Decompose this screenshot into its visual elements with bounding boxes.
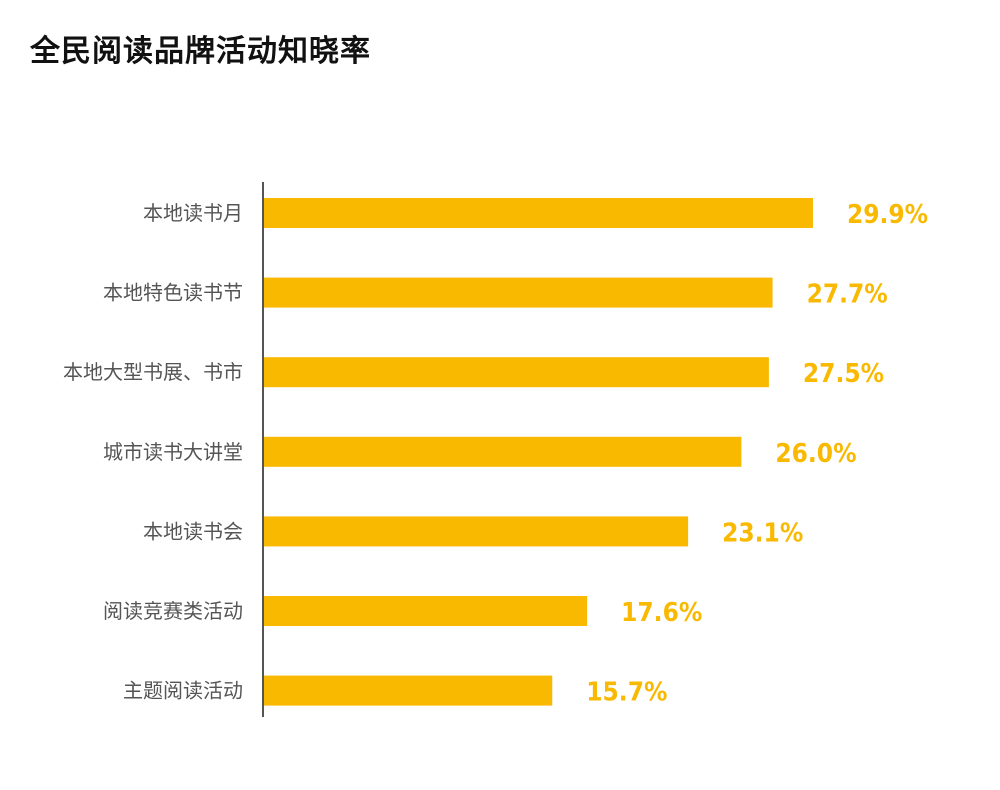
bar (264, 277, 773, 308)
chart-title: 全民阅读品牌活动知晓率 (30, 34, 371, 69)
value-label: 27.5% (803, 359, 884, 389)
value-label: 23.1% (722, 518, 803, 548)
category-label: 本地特色读书节 (103, 281, 243, 305)
bar (264, 516, 689, 547)
category-label: 本地大型书展、书市 (63, 360, 243, 384)
bar (264, 357, 769, 388)
value-label: 29.9% (847, 200, 928, 230)
chart-marks: 本地读书月 29.9% 本地特色读书节 27.7% 本地大型书展、书市 27.5% 城市读书… (63, 198, 928, 708)
value-label: 17.6% (621, 598, 702, 628)
category-label: 主题阅读活动 (123, 679, 243, 703)
value-label: 27.7% (807, 280, 888, 310)
category-label: 阅读竞赛类活动 (103, 599, 243, 623)
value-label: 15.7% (586, 678, 667, 708)
bar (264, 675, 553, 706)
category-label: 本地读书月 (143, 201, 243, 225)
category-label: 本地读书会 (143, 519, 243, 543)
value-label: 26.0% (775, 439, 856, 469)
bar (264, 198, 813, 228)
bar (264, 596, 588, 626)
category-label: 城市读书大讲堂 (103, 440, 243, 464)
bar (264, 436, 742, 467)
